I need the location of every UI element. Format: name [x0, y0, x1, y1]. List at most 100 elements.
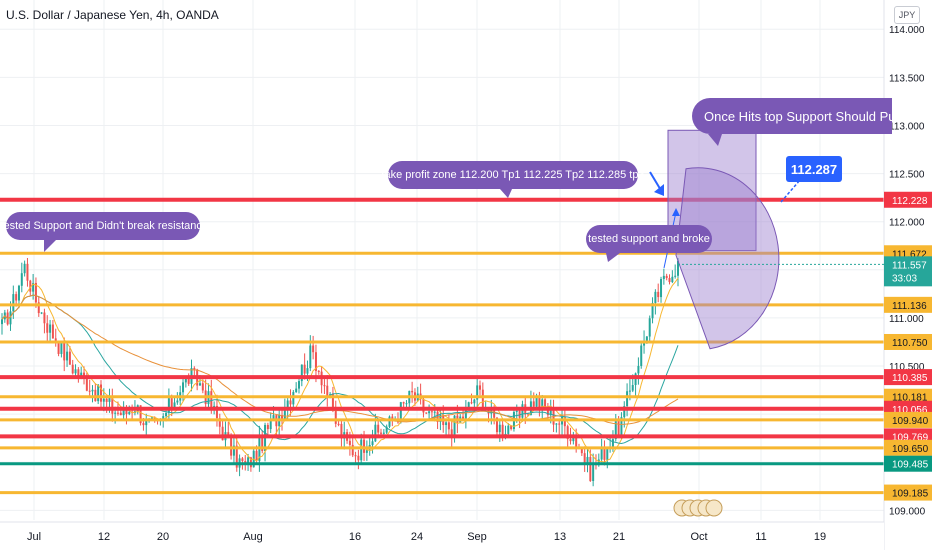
candle-body — [128, 411, 131, 415]
candle-body — [74, 369, 77, 374]
candle-body — [241, 458, 244, 462]
candle-body — [218, 418, 221, 427]
y-tick-label: 110.500 — [889, 362, 925, 373]
candle-body — [255, 450, 258, 462]
candle-body — [611, 439, 614, 448]
candle-body — [377, 424, 380, 433]
candle-body — [303, 364, 306, 374]
candle-body — [193, 368, 196, 370]
currency-button[interactable]: JPY — [894, 6, 920, 24]
candle-body — [462, 416, 465, 419]
candle-body — [142, 423, 145, 426]
candle-body — [580, 448, 583, 454]
candle-body — [286, 400, 289, 410]
price-arrow-head — [672, 208, 680, 216]
candle-body — [521, 404, 524, 418]
callout-tail — [44, 240, 56, 252]
candle-body — [317, 370, 320, 372]
candle-body — [312, 345, 315, 353]
x-tick-label: 13 — [554, 531, 566, 543]
candle-body — [640, 345, 643, 366]
price-level-label-bg — [884, 411, 932, 428]
candle-body — [535, 397, 538, 407]
candle-body — [399, 402, 402, 423]
projection-arc[interactable] — [675, 167, 780, 350]
candle-body — [51, 324, 54, 339]
candle-body — [572, 437, 575, 442]
candle-body — [623, 406, 626, 418]
candle-body — [677, 260, 679, 276]
candle-body — [660, 279, 663, 298]
candle-body — [71, 364, 74, 374]
candle-body — [198, 383, 201, 386]
candle-body — [60, 340, 63, 354]
target-price-badge[interactable]: 112.287 — [786, 156, 842, 182]
callout-tested-support-resistance[interactable]: Tested Support and Didn't break resistan… — [0, 212, 208, 240]
candle-body — [187, 377, 190, 384]
callout-tail — [708, 134, 722, 146]
y-tick-label: 112.000 — [889, 218, 925, 229]
candle-body — [34, 282, 37, 303]
candle-body — [515, 410, 518, 412]
event-flag-icon[interactable] — [705, 499, 723, 517]
candle-body — [272, 415, 275, 420]
candle-body — [586, 456, 589, 465]
candle-body — [295, 388, 298, 393]
candle-body — [289, 400, 292, 405]
x-tick-label: Oct — [690, 531, 707, 543]
price-level-label: 109.485 — [892, 460, 929, 471]
candle-body — [374, 424, 377, 442]
candle-body — [309, 345, 312, 369]
candle-body — [657, 291, 660, 298]
candle-body — [445, 422, 448, 426]
candle-body — [628, 390, 631, 392]
candle-body — [575, 437, 578, 447]
candle-body — [97, 384, 100, 402]
candle-body — [23, 263, 26, 274]
candle-body — [351, 444, 354, 456]
candle-body — [221, 426, 224, 441]
candle-body — [411, 390, 414, 393]
price-level-label: 109.769 — [892, 432, 929, 443]
candle-body — [29, 280, 32, 292]
candle-body — [46, 323, 49, 333]
candle-body — [145, 419, 148, 426]
y-tick-label: 111.000 — [889, 314, 924, 325]
candle-body — [479, 385, 482, 390]
candle-body — [645, 336, 648, 341]
callout-tested-support-broke[interactable]: tested support and broke — [586, 225, 712, 253]
candle-body — [105, 398, 108, 402]
candle-body — [9, 311, 12, 325]
price-level-label: 112.228 — [892, 196, 928, 207]
price-level-label-bg — [884, 191, 932, 208]
price-level-label-bg — [884, 439, 932, 456]
callout-once-hits-top-support[interactable]: Once Hits top Support Should Pus — [692, 98, 902, 134]
candle-body — [363, 439, 366, 453]
candle-body — [227, 432, 230, 437]
x-tick-label: Sep — [467, 531, 487, 543]
callout-take-profit-zone[interactable]: take profit zone 112.200 Tp1 112.225 Tp2… — [381, 161, 645, 189]
x-tick-label: 12 — [98, 531, 110, 543]
candle-body — [162, 416, 165, 419]
candle-body — [405, 403, 408, 405]
price-level-label-bg — [884, 369, 932, 386]
candle-body — [365, 449, 368, 453]
price-level-label: 109.940 — [892, 416, 929, 427]
candle-body — [80, 372, 83, 378]
candle-body — [68, 351, 71, 365]
candle-body — [1, 319, 3, 325]
candle-body — [26, 263, 29, 281]
candle-body — [215, 405, 218, 419]
candle-body — [125, 407, 128, 415]
candle-body — [626, 391, 629, 407]
candle-body — [102, 398, 105, 402]
candle-body — [498, 424, 501, 433]
candle-body — [555, 423, 558, 425]
time-axis[interactable] — [0, 522, 884, 550]
candle-body — [116, 412, 119, 414]
callout-tail — [606, 253, 620, 262]
candle-body — [433, 411, 436, 413]
x-tick-label: 11 — [755, 531, 766, 543]
candle-body — [150, 417, 153, 419]
